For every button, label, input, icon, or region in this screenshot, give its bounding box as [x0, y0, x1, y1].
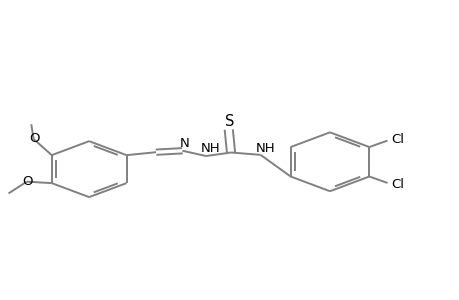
Text: O: O: [22, 175, 33, 188]
Text: O: O: [29, 132, 39, 145]
Text: NH: NH: [256, 142, 275, 155]
Text: Cl: Cl: [390, 178, 403, 191]
Text: S: S: [225, 114, 234, 129]
Text: NH: NH: [200, 142, 220, 155]
Text: N: N: [179, 137, 189, 150]
Text: Cl: Cl: [390, 133, 403, 146]
